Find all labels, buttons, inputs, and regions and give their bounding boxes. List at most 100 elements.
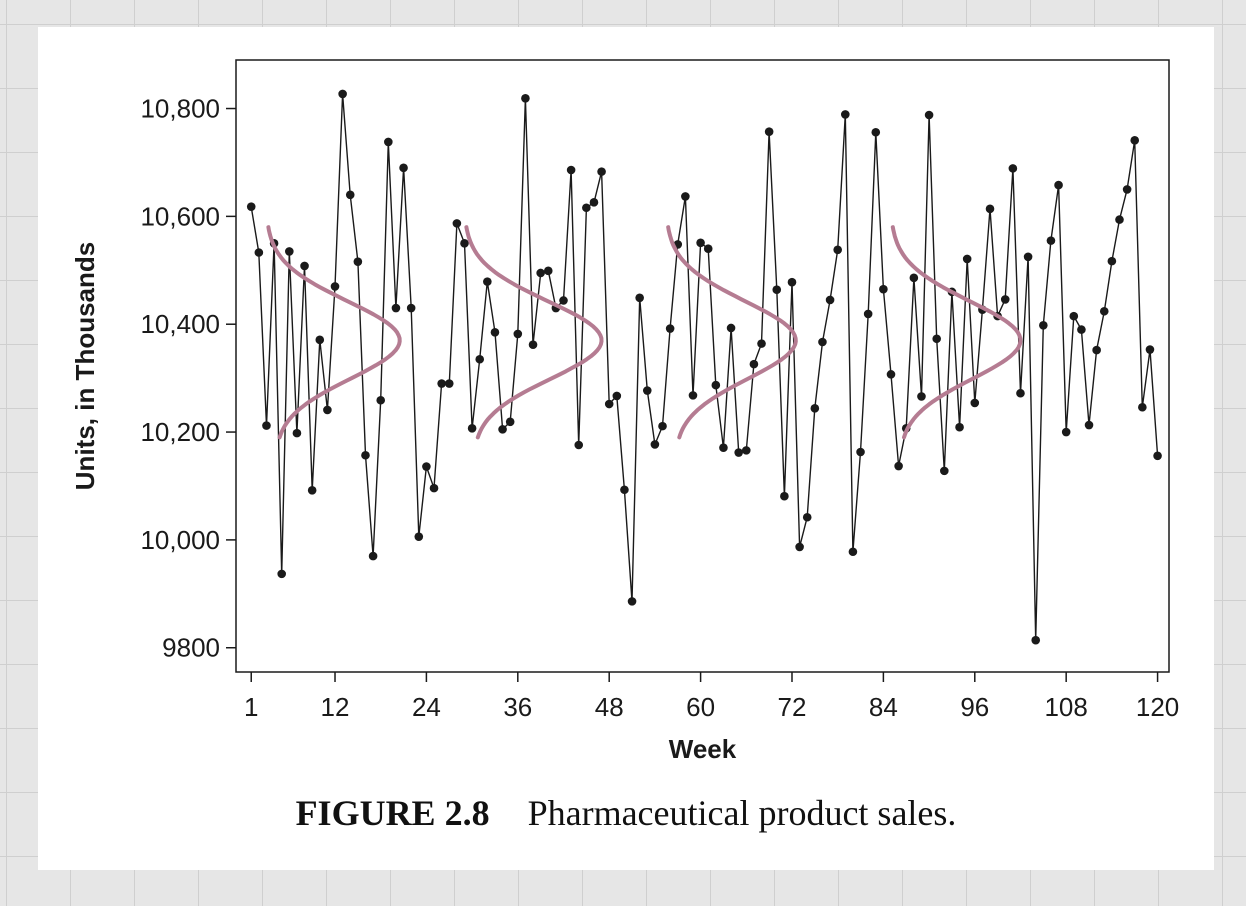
data-point [330,282,340,291]
data-point [528,340,538,350]
data-point [292,428,302,438]
data-point [871,127,881,137]
data-point [1069,311,1079,321]
data-point [772,285,782,295]
data-point [505,417,515,427]
caption-text: Pharmaceutical product sales. [527,793,957,833]
normal-curve [266,225,402,440]
data-point [1077,325,1086,334]
x-tick-label: 108 [1044,692,1087,722]
data-point [627,597,637,606]
data-point [1115,215,1124,224]
data-point [1054,180,1063,190]
data-point [696,238,705,248]
data-point [536,268,545,278]
data-point [475,354,485,364]
data-point [726,323,736,333]
data-point [589,198,599,207]
data-point [460,239,469,248]
data-point [932,334,942,344]
data-point [582,203,591,213]
data-point [917,392,926,401]
y-tick-label: 10,400 [140,309,220,339]
normal-curve [890,225,1023,440]
data-point [376,395,386,405]
data-point [315,335,325,345]
data-point [1023,252,1033,262]
data-point [955,422,964,432]
x-tick-label: 96 [960,692,989,722]
data-point [863,309,873,319]
plot-frame [235,59,1170,673]
data-point [574,440,584,450]
data-point [741,446,751,455]
data-point [795,542,804,552]
data-point [894,461,903,471]
data-point [262,421,271,430]
data-point [345,190,355,200]
sales-chart: 9800 10,000 10,200 10,400 10,600 10,800 1 12 24… [70,59,1179,764]
data-point [384,137,393,147]
data-point [940,466,949,476]
data-point [422,462,431,471]
data-point [406,303,416,313]
data-point [1130,136,1140,145]
x-axis-ticks: 1 12 24 36 48 60 72 84 96 108 120 [244,672,1179,722]
y-tick-label: 10,000 [140,525,220,555]
data-point [513,329,523,339]
data-point [300,261,309,271]
data-point [650,440,660,449]
data-point [566,165,576,175]
data-point [810,404,820,413]
data-point [1031,635,1041,645]
x-tick-label: 36 [503,692,532,722]
data-point [970,398,980,408]
data-point [734,448,743,457]
data-point [764,127,774,137]
data-point [467,423,477,433]
y-tick-label: 10,600 [140,201,220,231]
y-axis-ticks: 9800 10,000 10,200 10,400 10,600 10,800 [140,94,236,663]
y-tick-label: 9800 [162,633,220,663]
x-tick-label: 120 [1136,692,1179,722]
data-point [802,512,812,522]
normal-curve-overlays [266,225,1023,440]
data-point [833,245,842,255]
caption-label: FIGURE 2.8 [295,793,490,833]
data-point [543,266,553,276]
data-point [642,386,652,395]
data-point [1099,306,1109,316]
data-point [429,483,439,493]
data-point [962,254,972,264]
data-point [1092,345,1101,355]
data-point [444,379,454,388]
data-point [368,551,378,561]
data-point [1107,256,1117,266]
data-point [604,399,614,409]
data-point [597,167,606,176]
data-point [818,337,827,347]
data-point [879,284,888,294]
data-point [635,293,644,303]
data-point [665,324,675,333]
x-tick-label: 72 [778,692,807,722]
y-axis-label: Units, in Thousands [70,242,100,490]
data-point [307,485,317,495]
sales-line [250,93,1159,641]
x-tick-label: 1 [244,692,258,722]
data-point [856,447,865,457]
data-point [338,89,347,99]
data-point [521,93,530,103]
data-point [780,491,789,501]
data-point [787,277,797,287]
data-point [498,425,507,434]
data-point [1145,345,1155,354]
data-point [825,295,835,305]
data-point [437,379,446,388]
y-tick-label: 10,800 [140,94,220,124]
data-point [391,303,401,313]
data-point [1000,295,1010,304]
data-point [841,110,850,119]
data-point [1016,388,1025,398]
x-tick-label: 24 [412,692,441,722]
